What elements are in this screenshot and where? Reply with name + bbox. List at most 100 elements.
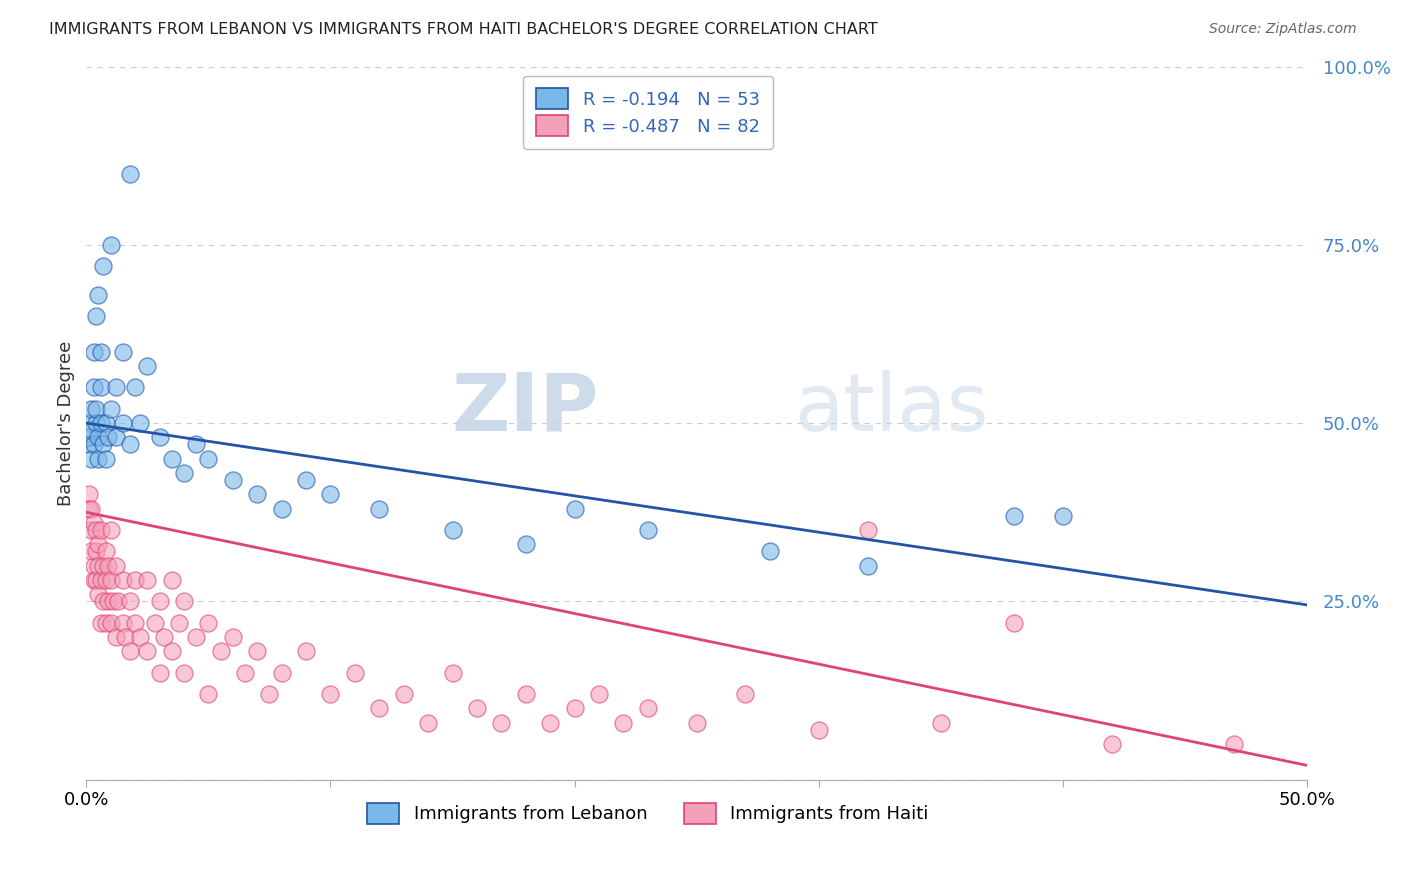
Point (197, 687, 219, 701)
Point (120, 167, 142, 181)
Point (538, 715, 561, 730)
Point (612, 715, 634, 730)
Point (94, 544, 117, 558)
Point (136, 359, 159, 373)
Point (637, 701, 659, 715)
Point (120, 594, 142, 608)
Point (83, 344, 105, 359)
Point (136, 644, 159, 658)
Point (84, 416, 107, 430)
Point (197, 615, 219, 630)
Point (77, 416, 100, 430)
Point (197, 451, 219, 466)
Text: IMMIGRANTS FROM LEBANON VS IMMIGRANTS FROM HAITI BACHELOR'S DEGREE CORRELATION C: IMMIGRANTS FROM LEBANON VS IMMIGRANTS FR… (49, 22, 877, 37)
Point (100, 237, 122, 252)
Point (246, 487, 269, 501)
Point (148, 665, 170, 680)
Point (97, 558, 120, 573)
Point (107, 594, 129, 608)
Point (186, 630, 208, 644)
Point (80, 451, 103, 466)
Point (186, 437, 208, 451)
Point (114, 630, 136, 644)
Point (84, 573, 107, 587)
Point (1101, 737, 1123, 751)
Point (77, 487, 100, 501)
Point (94, 451, 117, 466)
Point (856, 523, 879, 537)
Point (101, 594, 124, 608)
Point (93, 594, 115, 608)
Point (441, 523, 464, 537)
Point (1002, 615, 1025, 630)
Point (94, 573, 117, 587)
Point (100, 401, 122, 416)
Point (153, 630, 176, 644)
Point (148, 594, 170, 608)
Point (84, 401, 107, 416)
Point (120, 437, 142, 451)
Point (104, 558, 127, 573)
Point (392, 687, 415, 701)
Point (83, 380, 105, 394)
Point (93, 437, 115, 451)
Point (807, 723, 830, 737)
Point (120, 644, 142, 658)
Point (111, 416, 134, 430)
Point (129, 630, 152, 644)
Point (77, 430, 100, 444)
Point (1052, 508, 1074, 523)
Point (564, 701, 586, 715)
Point (167, 615, 190, 630)
Point (124, 615, 146, 630)
Point (173, 665, 195, 680)
Point (129, 416, 152, 430)
Point (83, 573, 105, 587)
Point (83, 558, 105, 573)
Point (94, 615, 117, 630)
Point (124, 380, 146, 394)
Point (94, 416, 117, 430)
Point (148, 430, 170, 444)
Point (93, 558, 115, 573)
Text: ZIP: ZIP (451, 370, 599, 448)
Point (87, 451, 110, 466)
Point (209, 644, 232, 658)
Point (441, 665, 464, 680)
Point (588, 687, 610, 701)
Y-axis label: Bachelor's Degree: Bachelor's Degree (58, 341, 75, 506)
Point (87, 287, 110, 301)
Point (124, 573, 146, 587)
Point (222, 473, 245, 487)
Point (856, 558, 879, 573)
Point (111, 615, 134, 630)
Point (1002, 508, 1025, 523)
Point (295, 644, 318, 658)
Point (104, 380, 127, 394)
Point (90, 615, 112, 630)
Point (104, 630, 127, 644)
Point (416, 715, 439, 730)
Point (90, 380, 112, 394)
Point (929, 715, 952, 730)
Point (100, 615, 122, 630)
Point (90, 523, 112, 537)
Point (100, 523, 122, 537)
Point (83, 437, 105, 451)
Point (136, 573, 159, 587)
Point (319, 487, 342, 501)
Point (80, 501, 103, 516)
Point (90, 344, 112, 359)
Point (143, 615, 166, 630)
Point (87, 537, 110, 551)
Point (84, 523, 107, 537)
Point (233, 665, 256, 680)
Point (491, 715, 513, 730)
Point (246, 644, 269, 658)
Point (90, 416, 112, 430)
Point (80, 401, 103, 416)
Point (515, 537, 537, 551)
Point (465, 701, 488, 715)
Point (97, 430, 120, 444)
Point (160, 451, 183, 466)
